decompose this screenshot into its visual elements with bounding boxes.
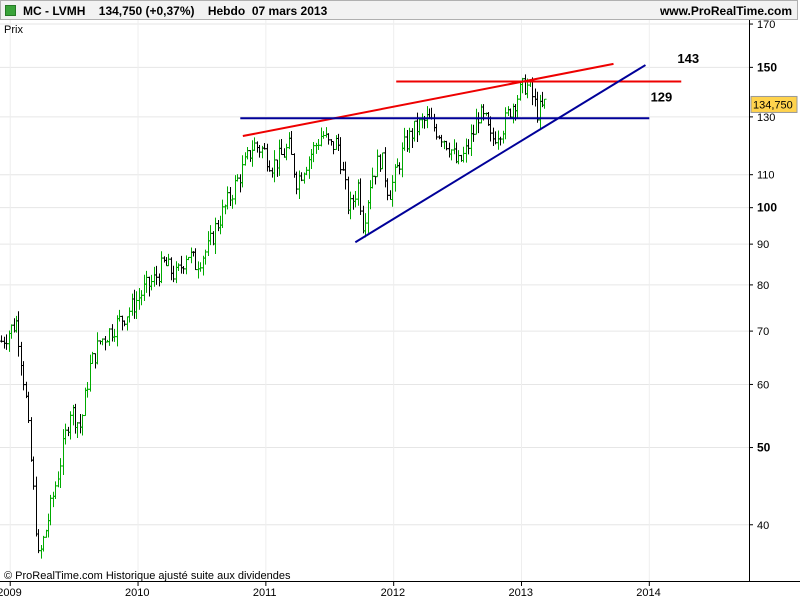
y-tick-80: 80: [757, 280, 769, 292]
site-url[interactable]: www.ProRealTime.com: [659, 4, 792, 18]
x-tick-2014: 2014: [636, 587, 660, 599]
label-129: 129: [651, 89, 673, 104]
y-tick-70: 70: [757, 326, 769, 338]
last-price-tag: 134,750: [750, 95, 798, 113]
x-tick-2012: 2012: [381, 587, 405, 599]
y-tick-130: 130: [757, 112, 775, 124]
chart-header: MC - LVMH 134,750 (+0,37%) Hebdo 07 mars…: [0, 0, 798, 20]
x-tick-2010: 2010: [125, 587, 149, 599]
panel-label: Prix: [4, 24, 23, 36]
trend-lines: [240, 62, 682, 244]
time-axis: 2009 2010 2011 2012 2013 2014: [0, 581, 661, 599]
footer-note: © ProRealTime.com Historique ajusté suit…: [4, 570, 291, 582]
y-tick-150: 150: [757, 60, 777, 74]
x-tick-2013: 2013: [508, 587, 532, 599]
y-tick-100: 100: [757, 201, 777, 215]
ohlc-bars: [0, 74, 547, 559]
grid: [0, 20, 749, 581]
price-axis: 170 150 130 110 100 90 80 70 60 50 40: [749, 19, 777, 532]
y-tick-40: 40: [757, 520, 769, 532]
instrument-title: MC - LVMH 134,750 (+0,37%) Hebdo 07 mars…: [23, 4, 328, 18]
resistance-trendline: [242, 62, 614, 138]
y-tick-110: 110: [757, 170, 775, 182]
y-tick-170: 170: [757, 19, 775, 31]
y-tick-60: 60: [757, 379, 769, 391]
ohlc-bar: [542, 98, 547, 109]
price-tag-value: 134,750: [753, 99, 793, 111]
annotations: 143 129: [651, 51, 700, 104]
price-tag-bg: [750, 95, 798, 113]
x-tick-2011: 2011: [253, 587, 277, 599]
support-trendline: [354, 64, 646, 244]
y-tick-90: 90: [757, 239, 769, 251]
chart-type-icon[interactable]: [5, 5, 16, 16]
label-143: 143: [677, 51, 699, 66]
y-tick-50: 50: [757, 441, 771, 455]
x-tick-2009: 2009: [0, 587, 22, 599]
